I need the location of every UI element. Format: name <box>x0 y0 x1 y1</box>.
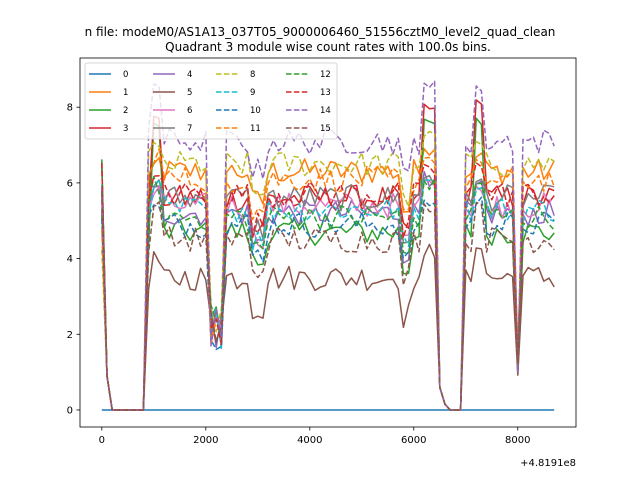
series-line-9 <box>101 161 555 411</box>
y-tick-label: 6 <box>67 178 73 189</box>
axes-frame <box>79 57 577 428</box>
legend-label-10: 10 <box>250 106 261 116</box>
series-line-7 <box>101 174 555 411</box>
x-tick-label: 4000 <box>297 435 322 446</box>
series-line-4 <box>101 170 555 411</box>
legend-label-12: 12 <box>320 70 331 80</box>
series-line-5 <box>101 208 555 411</box>
legend-label-0: 0 <box>123 70 128 80</box>
chart-title: Quadrant 3 module wise count rates with … <box>165 40 491 54</box>
x-axis: 0 2000 4000 6000 8000 <box>99 427 530 446</box>
series-line-11 <box>101 148 555 411</box>
legend-label-2: 2 <box>123 106 128 116</box>
x-tick-label: 0 <box>99 435 105 446</box>
legend-label-4: 4 <box>187 70 192 80</box>
legend-label-5: 5 <box>187 88 192 98</box>
y-tick-label: 0 <box>67 405 73 416</box>
x-tick-label: 8000 <box>505 435 530 446</box>
legend-label-14: 14 <box>320 106 331 116</box>
legend-label-8: 8 <box>250 70 255 80</box>
plot-series-group <box>101 80 555 411</box>
legend-frame <box>84 62 338 140</box>
x-offset-label: +4.8191e8 <box>520 458 576 469</box>
y-tick-label: 8 <box>67 103 73 114</box>
series-line-13 <box>101 162 555 411</box>
legend-label-15: 15 <box>320 124 331 134</box>
legend-label-3: 3 <box>123 124 128 134</box>
y-tick-label: 2 <box>67 330 73 341</box>
legend-label-11: 11 <box>250 124 261 134</box>
x-tick-label: 6000 <box>401 435 426 446</box>
y-tick-label: 4 <box>67 254 73 265</box>
legend-label-13: 13 <box>320 88 331 98</box>
series-line-1 <box>101 148 555 411</box>
y-axis: 0 2 4 6 8 <box>67 103 80 416</box>
legend-label-9: 9 <box>250 88 255 98</box>
legend-label-6: 6 <box>187 106 192 116</box>
legend-label-7: 7 <box>187 124 192 134</box>
series-line-3 <box>101 99 555 411</box>
series-line-10 <box>101 196 555 411</box>
series-line-15 <box>101 191 555 411</box>
x-tick-label: 2000 <box>193 435 218 446</box>
chart-suptitle: n file: modeM0/AS1A13_037T05_9000006460_… <box>85 25 556 39</box>
series-line-12 <box>101 159 555 411</box>
legend-label-1: 1 <box>123 88 128 98</box>
series-line-8 <box>101 130 555 411</box>
